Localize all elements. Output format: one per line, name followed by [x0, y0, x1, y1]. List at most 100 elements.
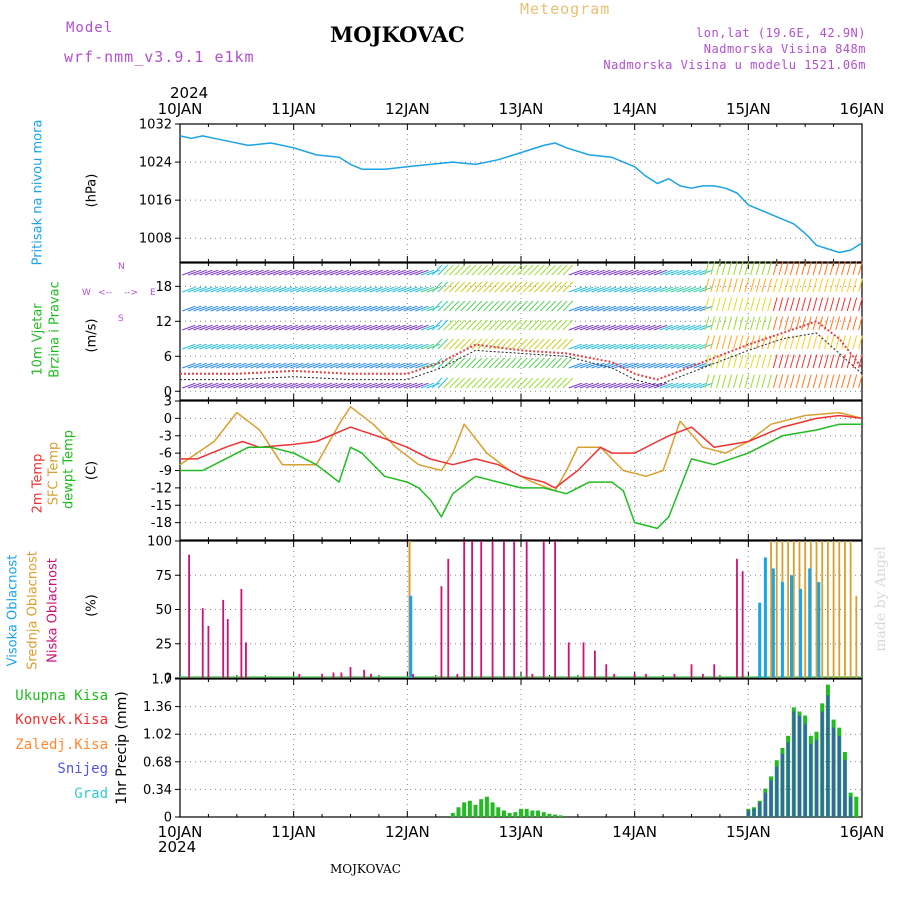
wind-barb — [233, 324, 247, 331]
wind-barb — [545, 300, 557, 312]
wind-barb — [829, 354, 835, 369]
wind-barb — [295, 269, 310, 276]
wind-barb — [352, 305, 367, 312]
wind-barb — [682, 324, 696, 331]
wind-barb — [261, 324, 276, 331]
wind-barb — [517, 319, 528, 331]
wind-barb — [608, 362, 622, 369]
wind-barb — [522, 377, 534, 389]
wind-barb — [267, 343, 281, 350]
wind-barb — [295, 343, 310, 350]
cloud-bar — [736, 558, 738, 678]
wind-barb — [789, 261, 795, 276]
wind-barb — [755, 354, 761, 369]
x-label-bottom: 10JAN — [158, 823, 203, 841]
wind-barb — [772, 278, 778, 293]
wind-barb — [204, 343, 219, 350]
wind-barb — [761, 316, 767, 331]
wind-barb — [375, 305, 389, 312]
wind-barb — [812, 278, 818, 293]
wind-barb — [329, 382, 344, 389]
wind-barb — [431, 338, 443, 350]
wind-barb — [670, 362, 685, 369]
wind-barb — [619, 362, 634, 369]
wind-barb — [608, 286, 622, 293]
wind-barb — [846, 354, 852, 369]
wind-barb — [727, 335, 733, 350]
wind-barb — [500, 319, 511, 331]
wind-barb — [568, 362, 583, 369]
wind-barb — [210, 324, 225, 331]
wind-barb — [704, 261, 710, 276]
wind-barb — [846, 316, 852, 331]
wind-barb — [443, 319, 454, 331]
cloud-bar — [633, 673, 636, 678]
wind-barb — [795, 278, 801, 293]
wind-barb — [528, 377, 540, 389]
wind-barb — [182, 269, 196, 276]
wind-barb — [806, 278, 812, 293]
precip-bar — [849, 796, 853, 817]
cloud-bar — [503, 541, 505, 678]
wind-barb — [693, 324, 708, 331]
wind-barb — [818, 297, 824, 312]
cloud-bar — [775, 541, 778, 678]
wind-barb — [210, 305, 225, 312]
cloud-bar — [799, 588, 803, 678]
wind-barb — [551, 281, 562, 293]
wind-barb — [477, 357, 488, 369]
wind-barb — [841, 335, 846, 350]
wind-barb — [704, 297, 710, 312]
cloud-bar — [815, 541, 818, 678]
wind-barb — [216, 305, 230, 312]
wind-barb — [216, 362, 230, 369]
cloud-bar — [771, 568, 775, 678]
wind-barb — [824, 297, 829, 312]
wind-barb — [199, 305, 213, 312]
wind-barb — [466, 264, 477, 276]
wind-barb — [460, 264, 471, 276]
ytick-label: -12 — [151, 481, 172, 496]
wind-barb — [216, 286, 230, 293]
wind-barb — [801, 374, 806, 389]
precip-bar — [769, 780, 773, 817]
wind-barb — [392, 362, 406, 369]
wind-barb — [488, 264, 500, 276]
cloud-bar — [713, 664, 716, 678]
precip-bar — [826, 695, 830, 817]
wind-barb — [710, 354, 716, 369]
precip-bar — [507, 812, 512, 817]
cloud-bar — [412, 673, 414, 678]
wind-barb — [415, 382, 429, 389]
panel-pressure: 1032 1024 1016 1008 — [139, 118, 863, 263]
wind-barb — [227, 286, 242, 293]
ytick-label: 1032 — [139, 118, 172, 133]
wind-barb — [363, 286, 378, 293]
wind-barb — [346, 343, 361, 350]
cloud-bar — [340, 672, 343, 678]
wind-barb — [352, 362, 367, 369]
wind-barb — [369, 343, 384, 350]
wind-barb — [204, 362, 219, 369]
wind-barb — [778, 316, 784, 331]
elevation: Nadmorska Visina 848m — [703, 42, 866, 56]
wind-barb — [483, 377, 494, 389]
wind-barb — [750, 335, 755, 350]
wind-barb — [329, 343, 344, 350]
wind-barb — [750, 261, 755, 276]
wind-barb — [381, 286, 395, 293]
wind-barb — [568, 286, 583, 293]
wind-barb — [625, 305, 639, 312]
wind-barb — [750, 354, 755, 369]
wind-barb — [204, 269, 219, 276]
wind-barb — [659, 305, 673, 312]
wind-barb — [477, 319, 488, 331]
ytick-label: 25 — [155, 637, 172, 652]
cloud-bar — [770, 541, 772, 678]
wind-barb — [755, 316, 761, 331]
precip-bar — [490, 802, 495, 817]
wind-barb — [244, 286, 259, 293]
wind-barb — [210, 362, 225, 369]
cloud-bar — [332, 672, 335, 678]
wind-barb — [227, 343, 242, 350]
